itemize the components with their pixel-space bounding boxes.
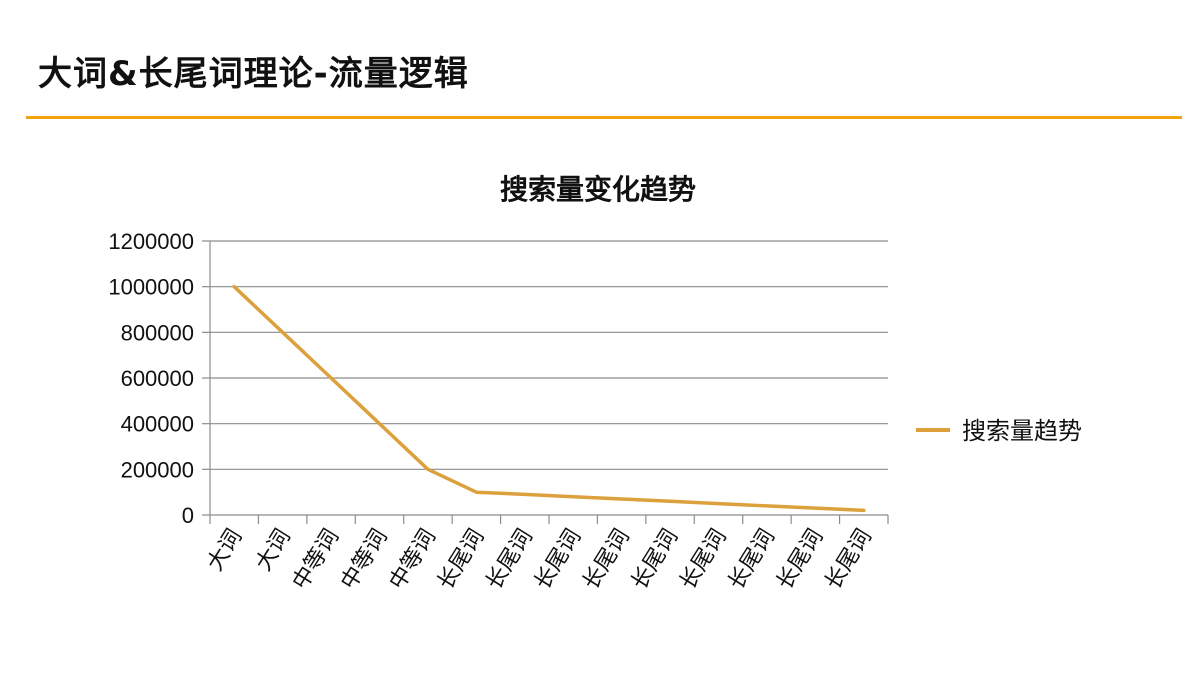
x-tick-label: 长尾词 bbox=[675, 525, 731, 594]
title-divider bbox=[26, 116, 1182, 119]
slide-title: 大词&长尾词理论-流量逻辑 bbox=[38, 54, 469, 94]
y-tick-label: 0 bbox=[182, 503, 194, 528]
x-tick-label: 大词 bbox=[251, 525, 296, 576]
y-tick-labels: 0 200000 400000 600000 800000 1000000 1200000 bbox=[108, 229, 194, 528]
grid-lines bbox=[210, 240, 888, 470]
x-tick-label: 长尾词 bbox=[433, 525, 489, 594]
x-tick-label: 长尾词 bbox=[530, 525, 586, 594]
y-tick-label: 1200000 bbox=[108, 229, 194, 254]
x-tick-label: 中等词 bbox=[385, 525, 441, 594]
legend-label: 搜索量趋势 bbox=[962, 417, 1082, 445]
x-tick-label: 长尾词 bbox=[724, 525, 780, 594]
y-tick-label: 600000 bbox=[121, 366, 194, 391]
series-lines bbox=[232, 284, 866, 513]
legend: 搜索量趋势 bbox=[916, 417, 1082, 445]
x-tick-label: 长尾词 bbox=[627, 525, 683, 594]
y-tick-label: 1000000 bbox=[108, 275, 194, 300]
y-tick-label: 400000 bbox=[121, 412, 194, 437]
chart-title: 搜索量变化趋势 bbox=[500, 173, 696, 206]
x-tick-label: 长尾词 bbox=[772, 525, 828, 594]
x-tick-label: 中等词 bbox=[336, 525, 392, 594]
x-tick-label: 长尾词 bbox=[821, 525, 877, 594]
y-tick-label: 200000 bbox=[121, 457, 194, 482]
y-tick-label: 800000 bbox=[121, 320, 194, 345]
x-tick-label: 长尾词 bbox=[579, 525, 635, 594]
x-tick-label: 大词 bbox=[203, 525, 248, 576]
series-line bbox=[232, 284, 866, 513]
axes bbox=[202, 240, 889, 524]
x-tick-label: 长尾词 bbox=[482, 525, 538, 594]
x-tick-label: 中等词 bbox=[288, 525, 344, 594]
